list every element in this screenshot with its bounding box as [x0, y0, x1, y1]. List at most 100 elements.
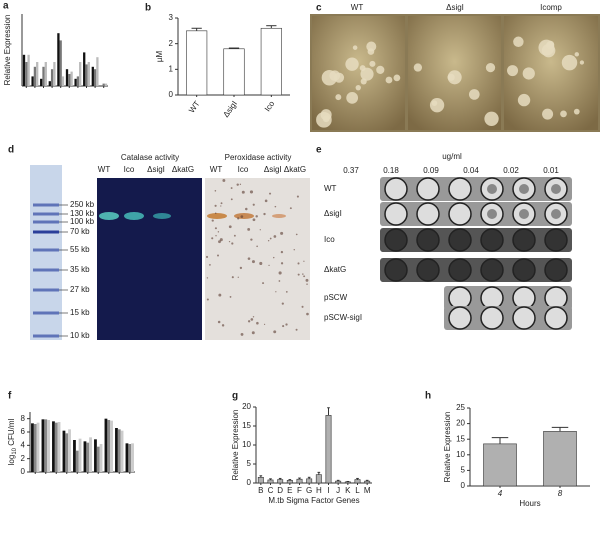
well-spot	[519, 209, 529, 219]
bar	[286, 480, 293, 484]
bar	[104, 83, 108, 86]
band	[234, 213, 254, 219]
x-tick-label: H	[316, 486, 322, 495]
panel-label: c	[316, 3, 322, 14]
panel-label: a	[3, 1, 9, 12]
speck	[273, 330, 277, 334]
speck	[264, 199, 268, 203]
speck	[231, 242, 234, 245]
well	[384, 228, 408, 252]
concentration: 0.04	[463, 166, 479, 175]
band	[124, 212, 144, 220]
colony	[545, 41, 555, 50]
ladder-band	[33, 230, 59, 234]
ladder-band	[33, 203, 59, 207]
bar	[44, 419, 48, 472]
bar	[104, 418, 108, 472]
ladder-band	[33, 268, 59, 272]
bar	[68, 74, 71, 86]
bar	[57, 33, 60, 86]
y-tick-label: 0	[169, 90, 174, 99]
colony	[561, 54, 578, 71]
y-tick-label: 10	[456, 450, 465, 459]
bar	[65, 433, 69, 472]
speck	[269, 192, 272, 195]
speck	[305, 278, 309, 282]
y-tick-label: 1	[169, 64, 174, 73]
bar	[40, 78, 43, 86]
row-label: WT	[324, 184, 337, 193]
colony	[346, 91, 359, 104]
bar	[53, 62, 56, 86]
bar	[36, 422, 40, 472]
speck	[252, 218, 256, 222]
speck	[218, 240, 221, 244]
speck	[230, 198, 233, 201]
bar	[354, 479, 361, 484]
bar	[257, 476, 264, 484]
speckle	[205, 179, 309, 336]
well	[384, 258, 408, 282]
speck	[263, 212, 266, 216]
bar	[306, 478, 313, 484]
speck	[216, 254, 220, 257]
colony	[507, 65, 519, 77]
band	[99, 212, 119, 220]
x-tick-label: D	[277, 486, 283, 495]
ladder-label: 250 kb	[70, 200, 95, 209]
bar	[125, 443, 129, 472]
bar	[364, 480, 371, 484]
bar	[85, 64, 88, 86]
bar	[54, 422, 58, 472]
speck	[259, 229, 261, 231]
well-strip	[380, 177, 572, 201]
speck	[229, 296, 232, 298]
y-tick-label: 2	[21, 454, 26, 463]
bar	[99, 444, 103, 472]
speck	[239, 183, 242, 186]
well-strip	[380, 258, 572, 282]
colony	[574, 52, 580, 57]
wells: 0.37 0.18 0.09 0.04 0.02 0.01 WT ΔsigI Ico ΔkatG p…	[324, 166, 572, 330]
x-tick-label: Ico	[263, 99, 277, 113]
well-spot	[551, 184, 561, 194]
colony	[393, 74, 401, 82]
concentration: 0.18	[383, 166, 399, 175]
speck	[240, 215, 244, 218]
bar	[86, 442, 90, 472]
y-tick-label: 5	[247, 459, 252, 468]
speck	[249, 190, 254, 194]
bar	[33, 424, 37, 472]
bar	[62, 430, 66, 472]
speck	[219, 238, 223, 242]
bar	[48, 81, 51, 86]
bar	[61, 76, 65, 86]
speck	[211, 237, 214, 240]
speck	[217, 320, 221, 324]
speck	[206, 277, 209, 279]
speck	[297, 273, 300, 276]
bar	[57, 422, 61, 472]
lane-label: WT	[98, 165, 111, 174]
speck	[285, 323, 288, 326]
speck	[285, 290, 288, 293]
y-tick-label: 15	[242, 421, 251, 430]
bar	[59, 40, 62, 86]
y-axis-label: log10 CFU/ml	[7, 418, 17, 465]
y-axis-label: Relative Expression	[3, 15, 12, 86]
speck	[280, 250, 284, 254]
y-tick-label: 4	[21, 440, 26, 449]
lane-label: ΔkatG	[172, 165, 194, 174]
colony	[369, 60, 376, 67]
colony	[345, 57, 359, 71]
speck	[280, 262, 284, 265]
speck	[295, 233, 298, 236]
bar	[78, 438, 82, 472]
y-tick-label: 25	[456, 403, 465, 412]
y-axis-label: Relative Expression	[443, 412, 452, 483]
y-axis-label-part: log	[7, 455, 16, 466]
row-label: pSCW-sigI	[324, 313, 362, 322]
x-tick-label: M	[364, 486, 371, 495]
speck	[250, 238, 253, 241]
well-spot	[487, 184, 497, 194]
